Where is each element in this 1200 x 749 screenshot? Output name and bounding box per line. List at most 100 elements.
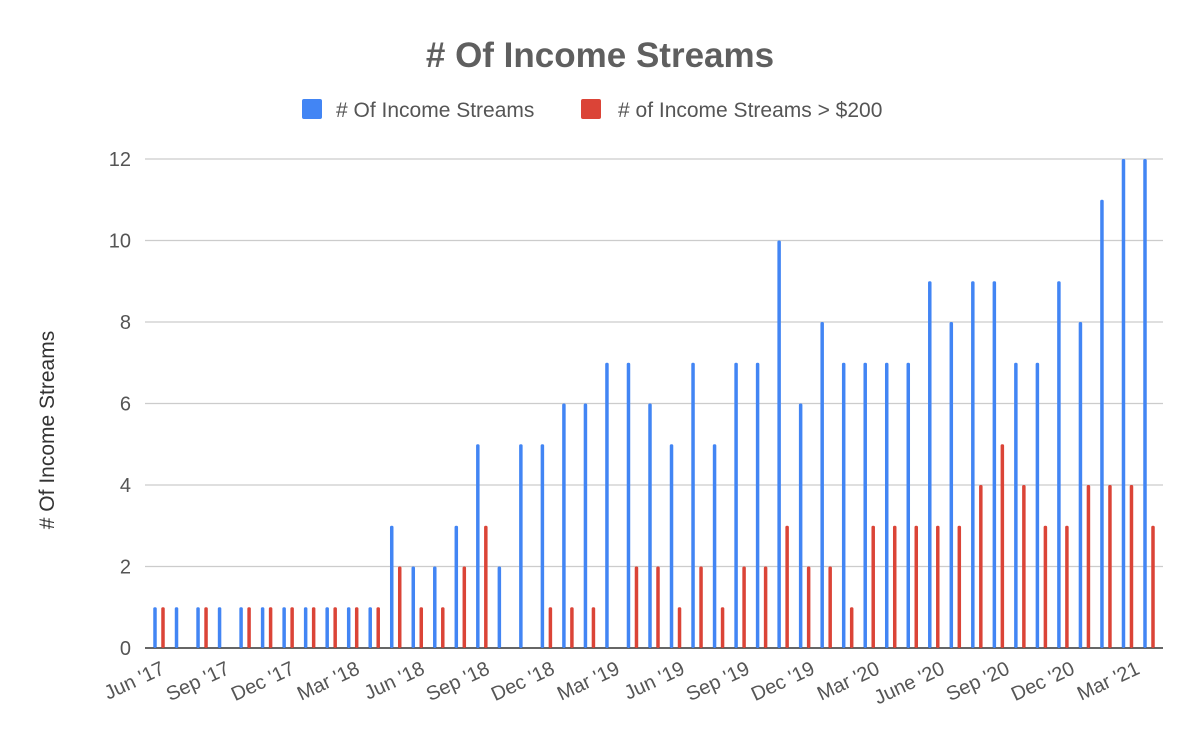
bar-series-2	[914, 525, 919, 648]
bar-series-1	[433, 566, 437, 648]
bar-series-2	[441, 607, 445, 648]
bar-series-2	[720, 607, 725, 648]
x-tick-label: Dec '17	[228, 658, 298, 706]
bar-series-2	[742, 566, 746, 648]
bar-series-2	[763, 566, 768, 648]
x-tick-label: Dec '19	[748, 658, 818, 706]
bar-series-1	[303, 607, 308, 648]
bar-series-1	[841, 362, 846, 648]
bar-series-1	[454, 525, 459, 648]
bar-series-2	[290, 607, 294, 648]
x-tick-label: Dec '18	[488, 658, 558, 706]
bar-series-2	[1000, 444, 1005, 648]
bar-series-1	[519, 444, 523, 648]
bar-series-1	[906, 362, 911, 648]
bar-series-2	[1022, 485, 1026, 648]
bar-series-2	[871, 525, 875, 648]
x-tick-label: Sep '17	[163, 658, 233, 706]
bar-series-2	[677, 607, 682, 648]
bar-series-1	[1121, 159, 1126, 648]
bar-series-2	[247, 607, 251, 648]
bar-series-2	[1065, 525, 1069, 648]
x-tick-label: Jun '19	[621, 658, 688, 705]
bar-series-2	[1043, 525, 1048, 648]
bar-series-2	[656, 566, 660, 648]
chart-title: # Of Income Streams	[426, 36, 774, 75]
bar-series-1	[153, 607, 157, 648]
y-tick-label: 6	[120, 394, 131, 416]
bar-series-1	[734, 362, 738, 648]
bar-series-1	[540, 444, 545, 648]
bar-series-2	[957, 525, 962, 648]
legend: # Of Income Streams # of Income Streams …	[302, 99, 882, 122]
bar-series-1	[626, 362, 631, 648]
y-tick-label: 8	[120, 312, 131, 334]
bar-series-2	[849, 607, 854, 648]
bar-series-2	[979, 485, 983, 648]
bar-series-1	[755, 362, 760, 648]
bar-series-2	[806, 566, 811, 648]
bar-series-1	[1014, 362, 1018, 648]
bar-series-1	[217, 607, 222, 648]
x-tick-label: Mar '20	[814, 658, 883, 706]
bar-series-2	[828, 566, 832, 648]
bar-series-1	[1057, 281, 1061, 648]
x-tick-label: Dec '20	[1008, 658, 1078, 706]
bar-series-2	[1151, 525, 1155, 648]
y-tick-label: 10	[109, 231, 131, 253]
bar-series-2	[1108, 485, 1112, 648]
x-tick-label: Mar '21	[1074, 658, 1143, 706]
bar-series-2	[936, 525, 940, 648]
bar-series-1	[669, 444, 674, 648]
y-tick-label: 4	[120, 475, 131, 497]
bar-series-1	[389, 525, 394, 648]
bar-series-2	[204, 607, 208, 648]
bar-series-2	[354, 607, 359, 648]
bar-series-1	[884, 362, 889, 648]
bar-series-2	[484, 525, 488, 648]
bar-series-2	[419, 607, 424, 648]
bar-series-1	[971, 281, 975, 648]
y-tick-label: 12	[109, 149, 131, 171]
bar-series-2	[634, 566, 639, 648]
bar-series-1	[1035, 362, 1040, 648]
bar-series-1	[691, 362, 695, 648]
bar-series-1	[282, 607, 286, 648]
bar-series-1	[1143, 159, 1147, 648]
y-axis-ticks: 0 2 4 6 8 10 12	[109, 149, 131, 660]
bar-series-1	[605, 362, 609, 648]
bar-series-1	[325, 607, 329, 648]
bar-series-1	[346, 607, 351, 648]
y-tick-label: 2	[120, 557, 131, 579]
bar-series-2	[1086, 485, 1091, 648]
bar-series-1	[992, 281, 997, 648]
x-tick-label: Sep '18	[423, 658, 493, 706]
bar-series-2	[1129, 485, 1134, 648]
x-tick-label: Mar '19	[554, 658, 623, 706]
bar-series-2	[333, 607, 337, 648]
x-tick-label: Sep '20	[943, 658, 1013, 706]
bar-series-2	[268, 607, 273, 648]
bar-series-2	[311, 607, 316, 648]
bar-series-2	[892, 525, 897, 648]
bar-series-1	[820, 322, 824, 648]
bar-series-1	[712, 444, 717, 648]
bar-series-2	[785, 525, 789, 648]
bar-series-1	[368, 607, 372, 648]
x-tick-label: Sep '19	[683, 658, 753, 706]
legend-swatch-series-1	[302, 99, 322, 119]
bar-series-2	[161, 607, 165, 648]
bar-series-2	[376, 607, 380, 648]
bar-series-1	[239, 607, 243, 648]
bar-series-1	[648, 403, 652, 648]
bar-series-1	[928, 281, 932, 648]
bar-series-2	[462, 566, 467, 648]
bar-series-1	[411, 566, 416, 648]
y-axis-title: # Of Income Streams	[36, 331, 59, 529]
bar-series-1	[562, 403, 566, 648]
x-tick-label: Jun '18	[361, 658, 428, 705]
bar-series-1	[196, 607, 200, 648]
legend-label-series-2: # of Income Streams > $200	[618, 99, 882, 122]
bar-series-1	[949, 322, 954, 648]
